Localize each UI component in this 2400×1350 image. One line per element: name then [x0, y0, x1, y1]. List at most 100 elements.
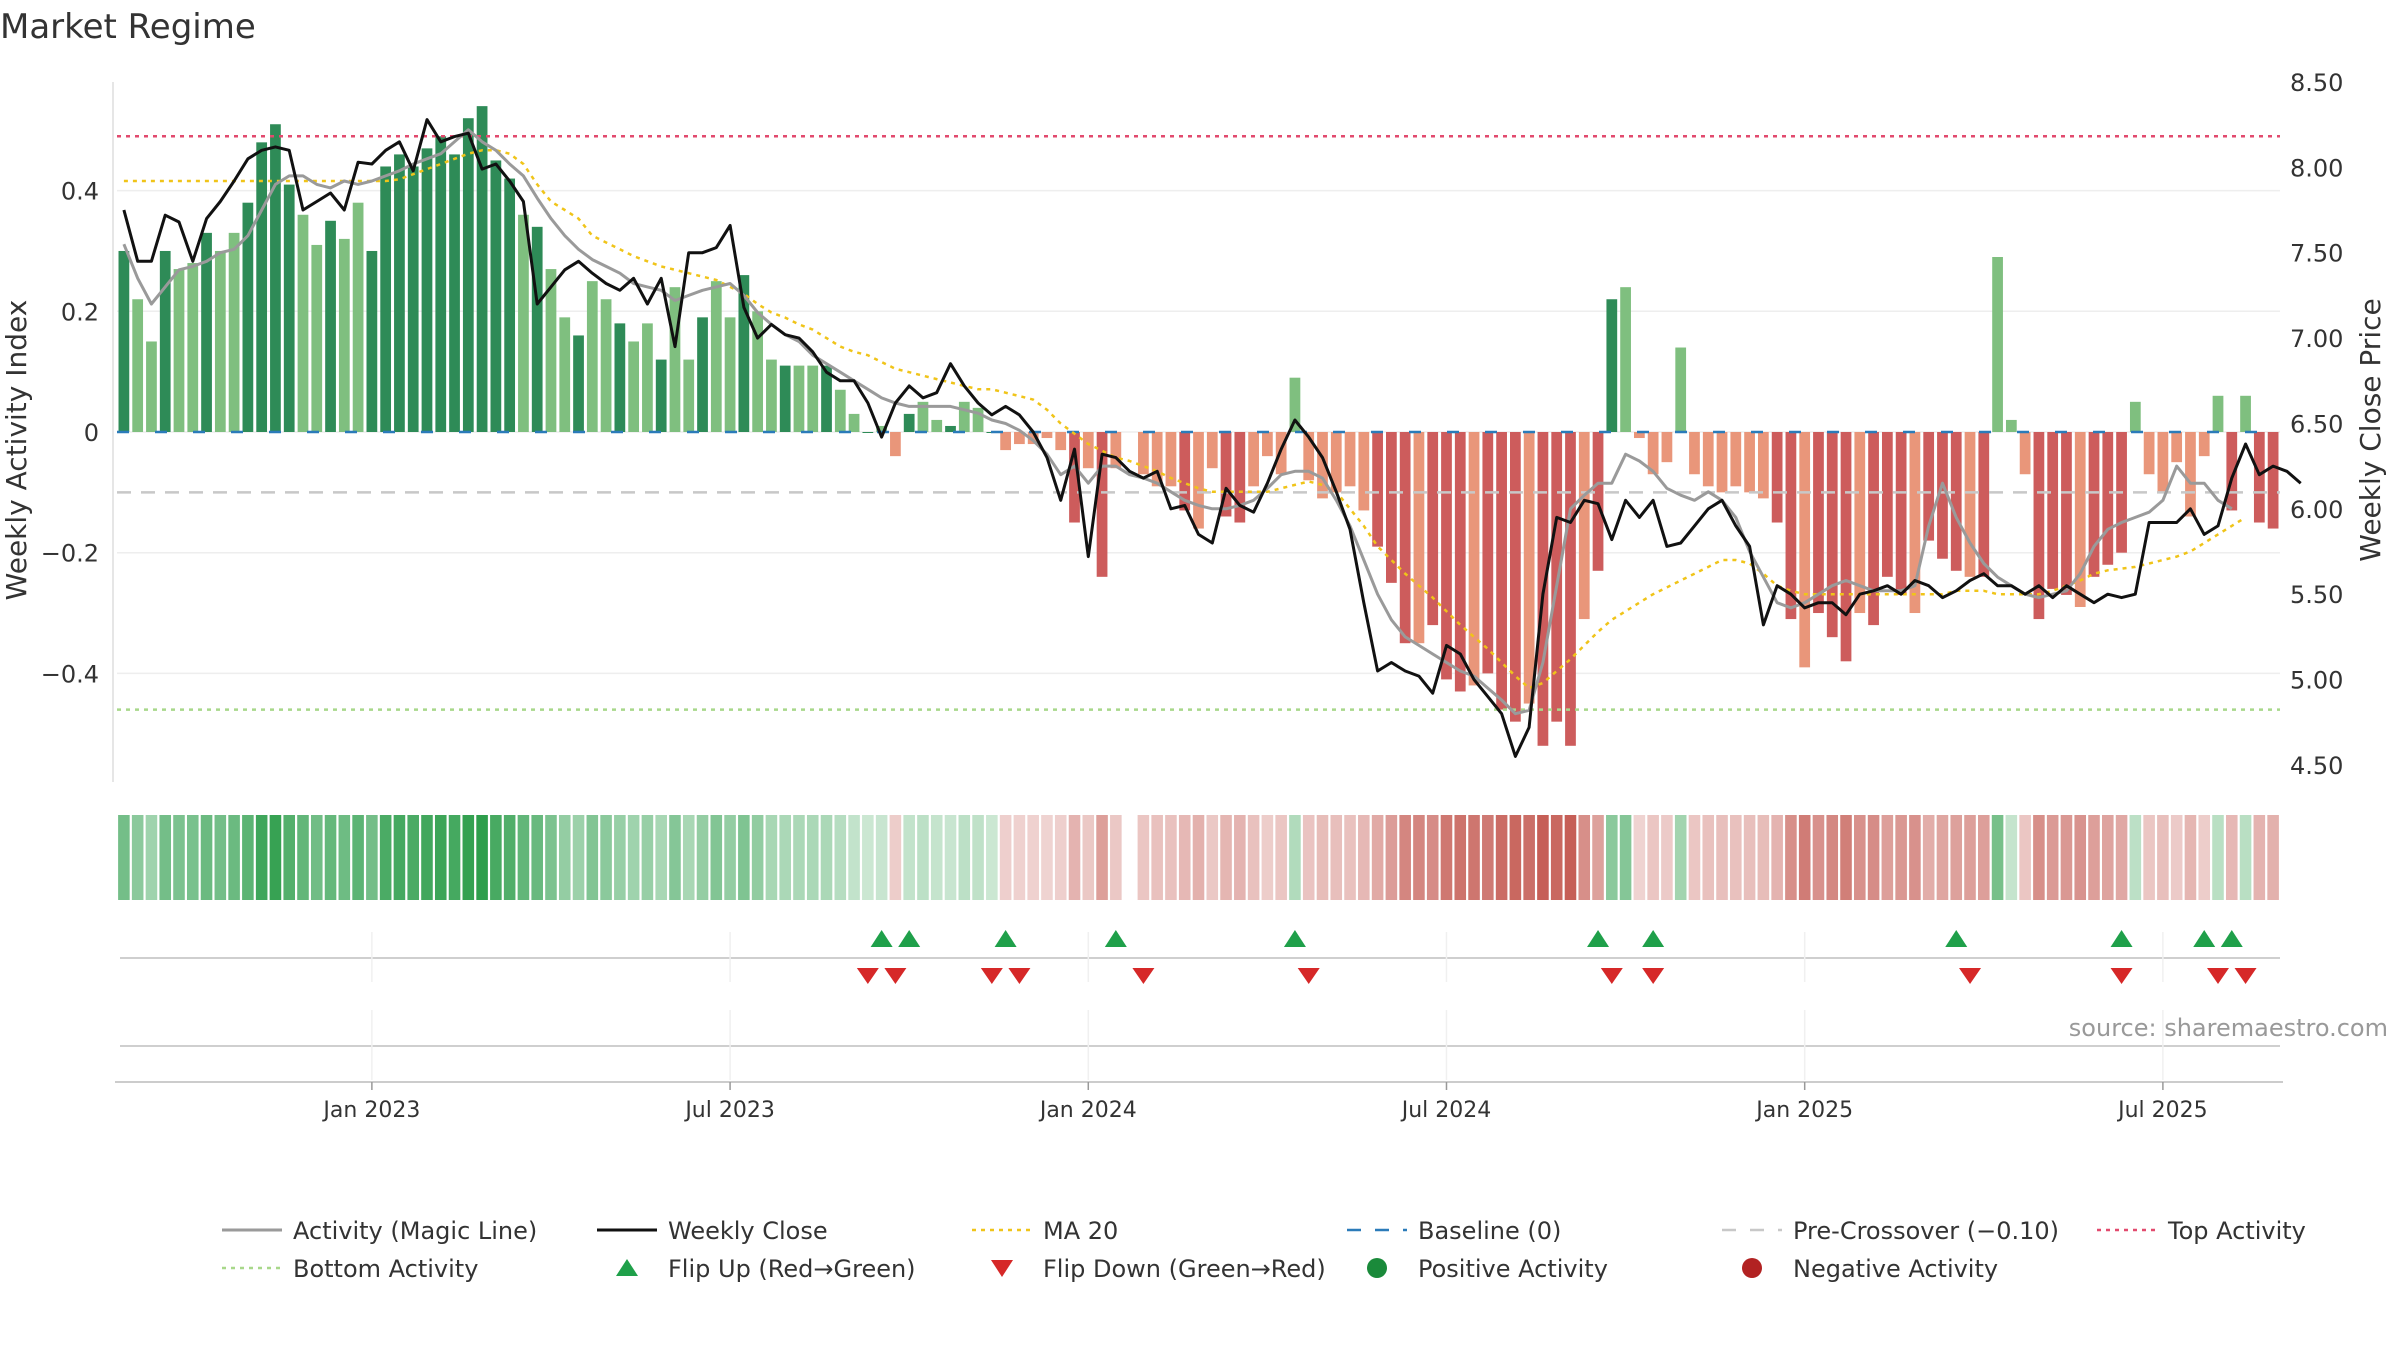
- regime-cell: [310, 815, 323, 900]
- activity-bar: [1964, 432, 1976, 577]
- legend-item: MA 20: [972, 1217, 1118, 1245]
- regime-cell: [448, 815, 461, 900]
- activity-bar: [683, 359, 695, 432]
- regime-cell: [366, 815, 378, 900]
- legend-label: Activity (Magic Line): [293, 1217, 537, 1245]
- regime-cell: [1358, 815, 1370, 900]
- legend-label: Negative Activity: [1793, 1255, 1998, 1283]
- regime-cell: [283, 815, 295, 900]
- activity-bar: [903, 413, 915, 432]
- regime-cell: [765, 815, 778, 900]
- activity-bar: [1055, 432, 1067, 451]
- regime-cell: [2143, 815, 2155, 900]
- regime-cell: [1344, 815, 1356, 900]
- regime-cell: [1661, 815, 1673, 900]
- regime-cell: [269, 815, 282, 900]
- flip-up-marker: [898, 930, 921, 947]
- regime-cell: [1537, 815, 1549, 900]
- activity-bar: [2061, 432, 2072, 595]
- activity-bar: [1647, 432, 1659, 475]
- regime-cell: [1964, 815, 1976, 900]
- regime-cell: [407, 815, 419, 900]
- activity-bar: [366, 250, 378, 432]
- x-tick-label: Jan 2024: [1038, 1098, 1137, 1123]
- activity-bar: [2171, 432, 2183, 463]
- regime-cell: [1688, 815, 1701, 900]
- regime-cell: [324, 815, 337, 900]
- x-tick-label: Jan 2025: [1754, 1098, 1853, 1123]
- regime-cell: [2033, 815, 2045, 900]
- flip-down-marker: [1297, 968, 1320, 984]
- activity-bar: [1248, 432, 1259, 487]
- activity-bar: [146, 341, 157, 432]
- activity-bar: [1730, 432, 1742, 487]
- y2-tick-label: 6.50: [2290, 410, 2343, 438]
- regime-cell: [572, 815, 585, 900]
- activity-bar: [1675, 347, 1687, 432]
- regime-cell: [1371, 815, 1384, 900]
- chart-title: Market Regime: [0, 7, 256, 47]
- activity-bar: [2198, 432, 2210, 457]
- activity-bar: [173, 269, 185, 432]
- regime-cell: [986, 815, 998, 900]
- activity-bar: [779, 365, 791, 432]
- flip-down-marker: [1008, 968, 1031, 984]
- activity-bar: [1193, 432, 1204, 529]
- activity-bar: [2157, 432, 2169, 493]
- activity-bar: [1895, 432, 1907, 595]
- activity-bar: [655, 359, 667, 432]
- regime-cell: [1413, 815, 1425, 900]
- activity-bar: [821, 365, 832, 432]
- regime-cell: [1068, 815, 1081, 900]
- regime-cell: [503, 815, 516, 900]
- activity-bar: [1992, 257, 2003, 432]
- regime-cell: [1509, 815, 1522, 900]
- activity-bar: [159, 250, 171, 432]
- activity-bar: [504, 178, 516, 432]
- activity-bar: [311, 244, 323, 432]
- weekly-close-line: [122, 118, 2302, 758]
- activity-bar: [1413, 432, 1425, 644]
- activity-bar: [1096, 432, 1108, 577]
- activity-bar: [2143, 432, 2155, 475]
- regime-cell: [1936, 815, 1949, 900]
- activity-bar: [256, 142, 268, 432]
- activity-bar: [394, 154, 405, 432]
- flip-down-marker: [1642, 968, 1665, 984]
- x-axis: Jan 2023 Jul 2023 Jan 2024 Jul 2024 Jan 2025…: [115, 1010, 2283, 1123]
- flip-up-marker: [994, 930, 1017, 947]
- flip-down-marker: [2234, 968, 2257, 984]
- flip-up-marker: [2110, 930, 2133, 947]
- legend-label: Pre-Crossover (−0.10): [1793, 1217, 2059, 1245]
- activity-bar: [1937, 432, 1948, 559]
- x-tick-label: Jul 2025: [2116, 1098, 2208, 1123]
- activity-bar: [1716, 432, 1728, 493]
- activity-bar: [338, 238, 350, 432]
- activity-bar: [669, 287, 681, 432]
- activity-bar: [766, 359, 777, 432]
- regime-cell: [682, 815, 695, 900]
- flip-up-marker: [1945, 930, 1968, 947]
- regime-cell: [655, 815, 667, 900]
- regime-cell: [1840, 815, 1852, 900]
- regime-cell: [586, 815, 599, 900]
- activity-bar: [1386, 432, 1397, 583]
- regime-cell: [751, 815, 764, 900]
- y-tick-label: −0.4: [41, 660, 99, 688]
- activity-bar: [1868, 432, 1879, 626]
- regime-cell: [779, 815, 791, 900]
- regime-cell: [2212, 815, 2224, 900]
- legend-item: Flip Up (Red→Green): [616, 1255, 916, 1283]
- y2-tick-label: 4.50: [2290, 752, 2343, 780]
- regime-cell: [930, 815, 943, 900]
- regime-cell: [862, 815, 874, 900]
- activity-bar: [697, 317, 708, 432]
- legend-label: Positive Activity: [1418, 1255, 1608, 1283]
- axes: 0.4 0.2 0 −0.2 −0.4 8.50 8.00 7.50 7.00 6.50 6.00 5…: [41, 69, 2343, 782]
- activity-bar: [1220, 432, 1232, 517]
- activity-bar: [1771, 432, 1783, 523]
- activity-bar: [1702, 432, 1714, 487]
- activity-bar: [1027, 432, 1039, 445]
- regime-cell: [724, 815, 736, 900]
